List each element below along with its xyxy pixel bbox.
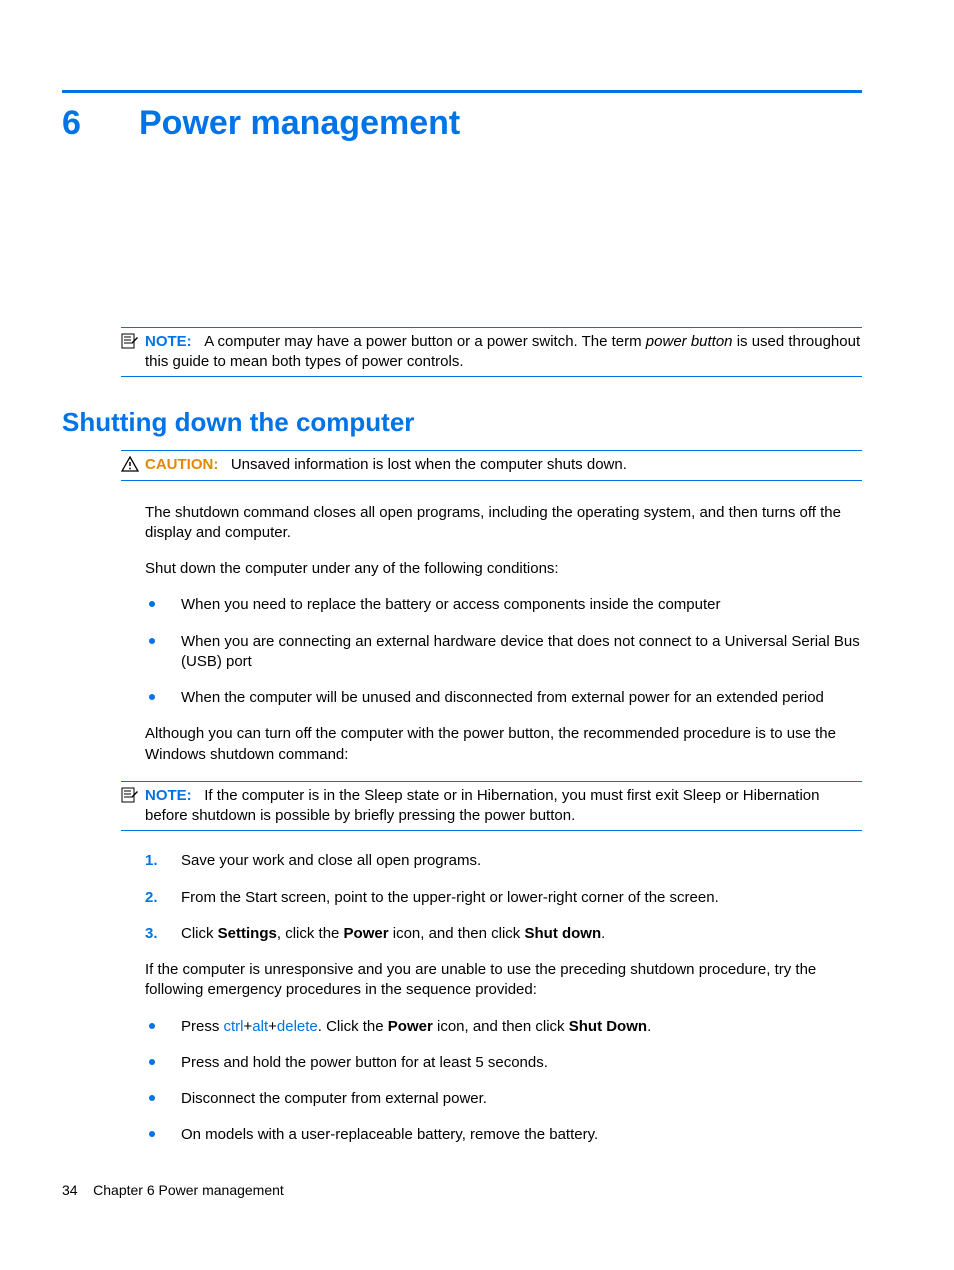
step-number: 3.: [145, 924, 158, 944]
step-number: 2.: [145, 888, 158, 908]
list-item: 2. From the Start screen, point to the u…: [145, 888, 862, 908]
page-number: 34: [62, 1182, 78, 1198]
note-block-1: NOTE: A computer may have a power button…: [121, 327, 862, 378]
note-text-1: NOTE: A computer may have a power button…: [145, 332, 862, 373]
note-text-2: NOTE: If the computer is in the Sleep st…: [145, 786, 862, 827]
step-number: 1.: [145, 851, 158, 871]
caution-block: CAUTION: Unsaved information is lost whe…: [121, 450, 862, 480]
caution-label: CAUTION:: [145, 456, 218, 473]
bullet-list-conditions: When you need to replace the battery or …: [145, 595, 862, 708]
numbered-steps: 1. Save your work and close all open pro…: [145, 851, 862, 944]
list-item: When the computer will be unused and dis…: [145, 688, 862, 708]
note-label: NOTE:: [145, 787, 192, 804]
paragraph: Shut down the computer under any of the …: [145, 559, 862, 579]
list-item: 1. Save your work and close all open pro…: [145, 851, 862, 871]
list-item: Disconnect the computer from external po…: [145, 1089, 862, 1109]
caution-icon: [121, 455, 145, 472]
caution-text: CAUTION: Unsaved information is lost whe…: [145, 455, 862, 475]
note-block-2: NOTE: If the computer is in the Sleep st…: [121, 781, 862, 832]
chapter-heading: 6 Power management: [62, 101, 862, 147]
chapter-number: 6: [62, 101, 139, 147]
page-footer: 34 Chapter 6 Power management: [62, 1181, 284, 1200]
chapter-title: Power management: [139, 101, 460, 147]
chapter-rule: [62, 90, 862, 93]
paragraph: Although you can turn off the computer w…: [145, 724, 862, 765]
section-heading: Shutting down the computer: [62, 405, 862, 440]
note-icon: [121, 786, 145, 805]
note-label: NOTE:: [145, 333, 192, 350]
footer-chapter: Chapter 6 Power management: [93, 1182, 284, 1198]
list-item: When you are connecting an external hard…: [145, 632, 862, 673]
bullet-list-emergency: Press ctrl+alt+delete. Click the Power i…: [145, 1017, 862, 1146]
list-item: Press and hold the power button for at l…: [145, 1053, 862, 1073]
paragraph: If the computer is unresponsive and you …: [145, 960, 862, 1001]
paragraph: The shutdown command closes all open pro…: [145, 503, 862, 544]
list-item: Press ctrl+alt+delete. Click the Power i…: [145, 1017, 862, 1037]
note-icon: [121, 332, 145, 351]
list-item: When you need to replace the battery or …: [145, 595, 862, 615]
list-item: On models with a user-replaceable batter…: [145, 1125, 862, 1145]
list-item: 3. Click Settings, click the Power icon,…: [145, 924, 862, 944]
